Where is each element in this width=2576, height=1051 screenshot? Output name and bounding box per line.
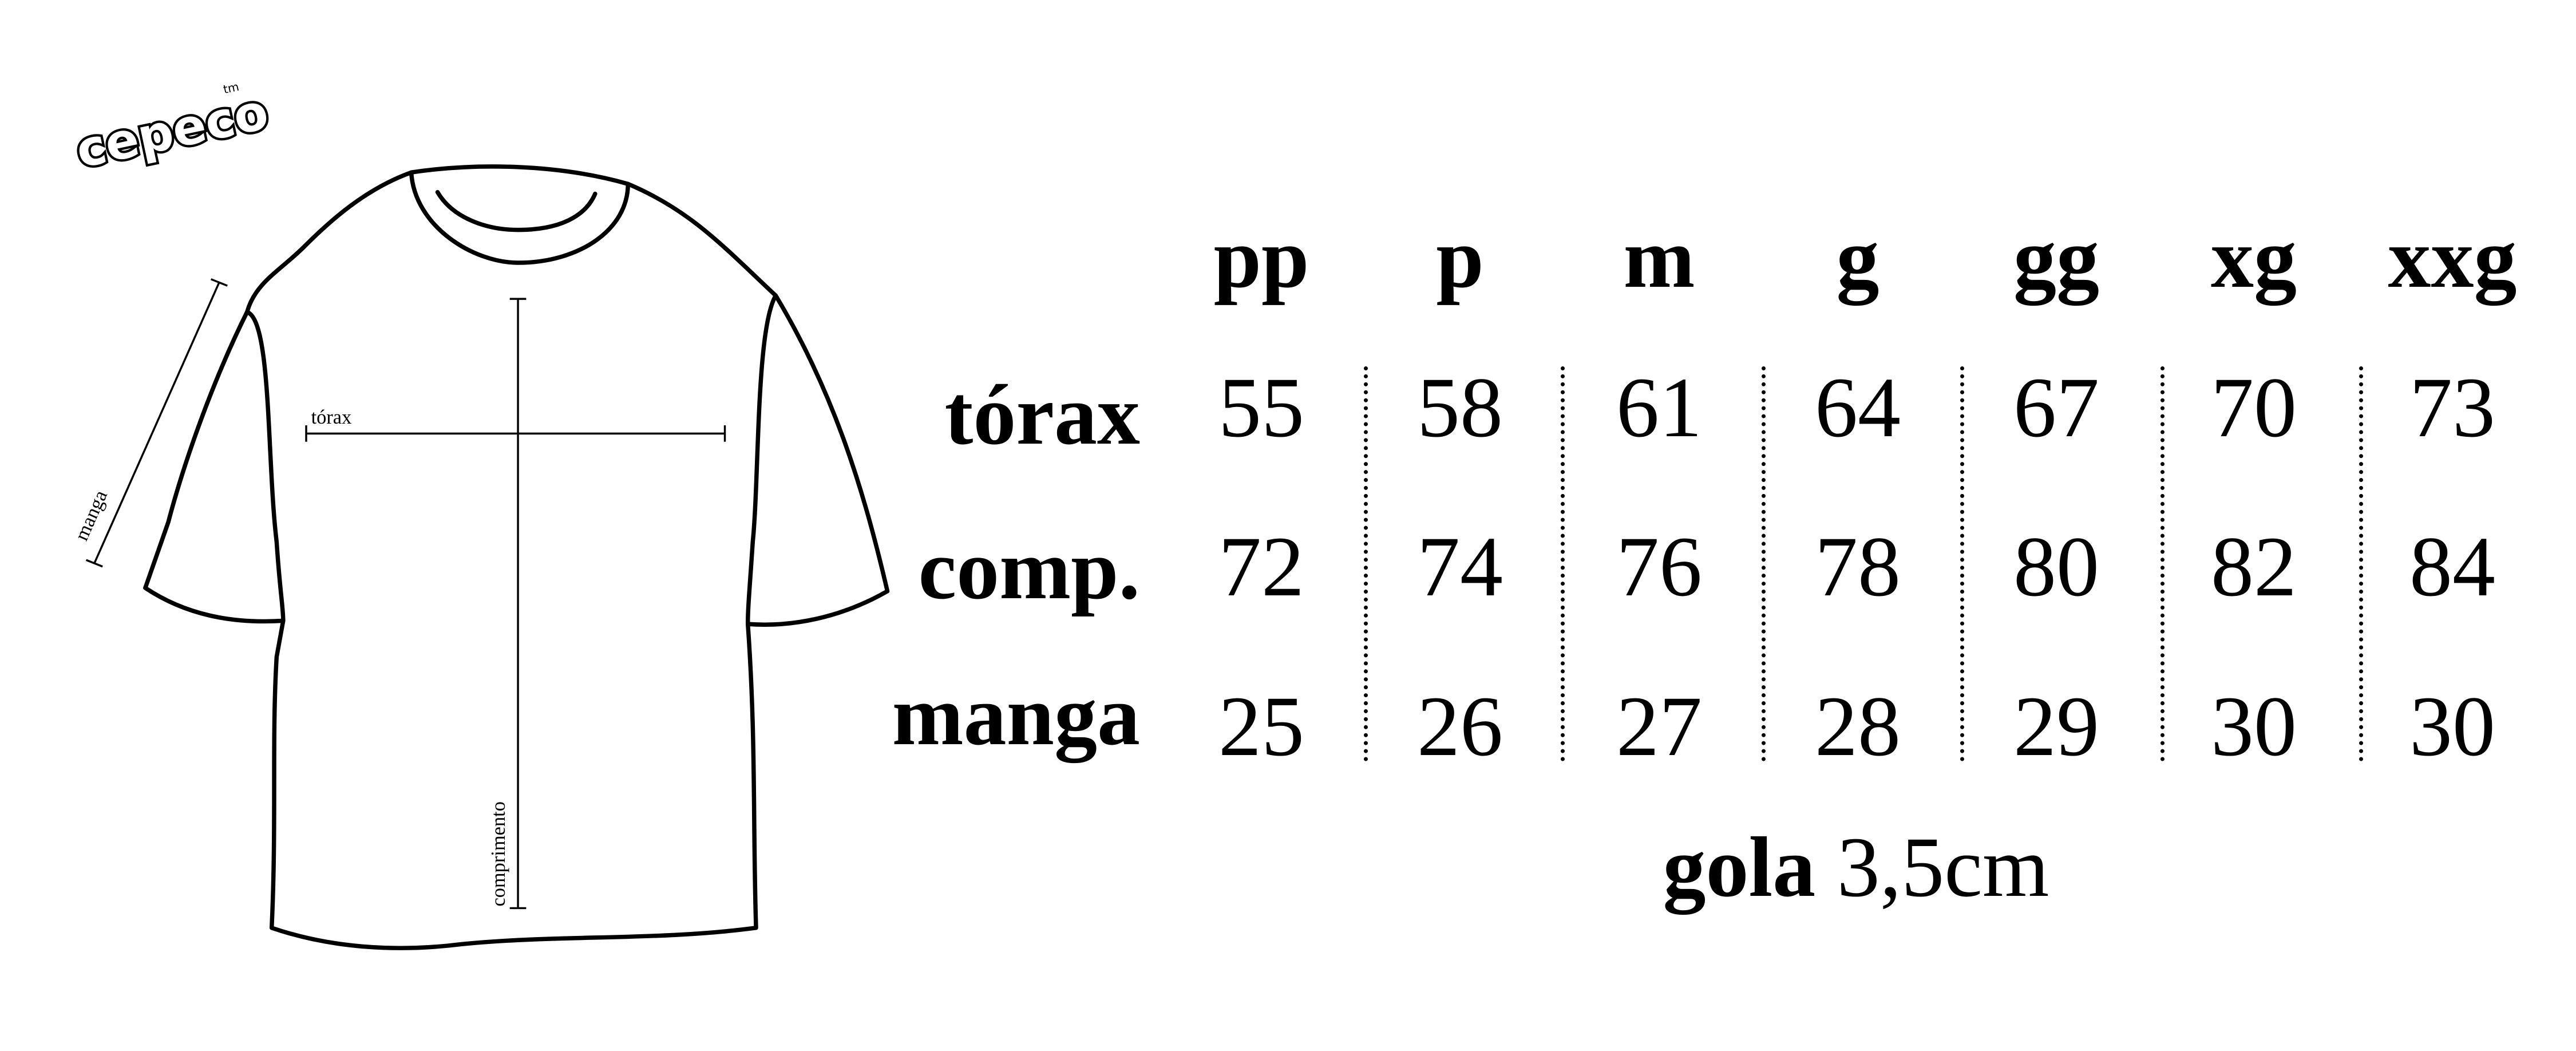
tshirt-outline [143, 164, 890, 950]
size-value: 70 [2211, 360, 2297, 455]
size-value: 76 [1616, 519, 1702, 614]
column-divider [1762, 366, 1766, 761]
size-header: xxg [2388, 211, 2517, 306]
column-divider [1561, 366, 1565, 761]
size-value: 84 [2409, 519, 2495, 614]
size-value: 72 [1218, 519, 1304, 614]
size-header: m [1623, 211, 1695, 306]
size-value: 30 [2409, 679, 2495, 774]
column-divider [1960, 366, 1964, 761]
size-value: 28 [1815, 679, 1901, 774]
size-value: 73 [2409, 360, 2495, 455]
collar-value: 3,5cm [1837, 820, 2049, 915]
chest-measure-label: tórax [311, 406, 352, 428]
column-divider [1364, 366, 1368, 761]
size-header: pp [1213, 211, 1309, 306]
size-value: 29 [2013, 679, 2099, 774]
size-value: 78 [1815, 519, 1901, 614]
collar-note: gola 3,5cm [1663, 818, 2049, 916]
size-value: 80 [2013, 519, 2099, 614]
row-label-length: comp. [918, 522, 1140, 617]
size-header: xg [2211, 211, 2297, 306]
size-header: p [1436, 211, 1484, 306]
size-value: 64 [1815, 360, 1901, 455]
length-measure-label: comprimento [488, 801, 509, 906]
measure-lines [85, 278, 726, 910]
size-value: 27 [1616, 679, 1702, 774]
size-header: g [1836, 211, 1879, 306]
size-value: 30 [2211, 679, 2297, 774]
collar-label: gola [1663, 820, 1816, 915]
size-value: 74 [1417, 519, 1503, 614]
size-value: 61 [1616, 360, 1702, 455]
size-value: 67 [2013, 360, 2099, 455]
size-value: 25 [1218, 679, 1304, 774]
svg-text:tm: tm [222, 80, 240, 96]
size-value: 58 [1417, 360, 1503, 455]
size-value: 26 [1417, 679, 1503, 774]
size-value: 55 [1218, 360, 1304, 455]
size-header: gg [2013, 211, 2099, 306]
column-divider [2359, 366, 2363, 761]
svg-text:cepeco: cepeco [71, 83, 273, 179]
sleeve-measure-label: manga [70, 487, 112, 544]
row-label-chest: tórax [944, 368, 1140, 463]
row-label-sleeve: manga [892, 668, 1140, 763]
brand-logo: cepeco tm [69, 80, 275, 182]
size-value: 82 [2211, 519, 2297, 614]
column-divider [2160, 366, 2165, 761]
